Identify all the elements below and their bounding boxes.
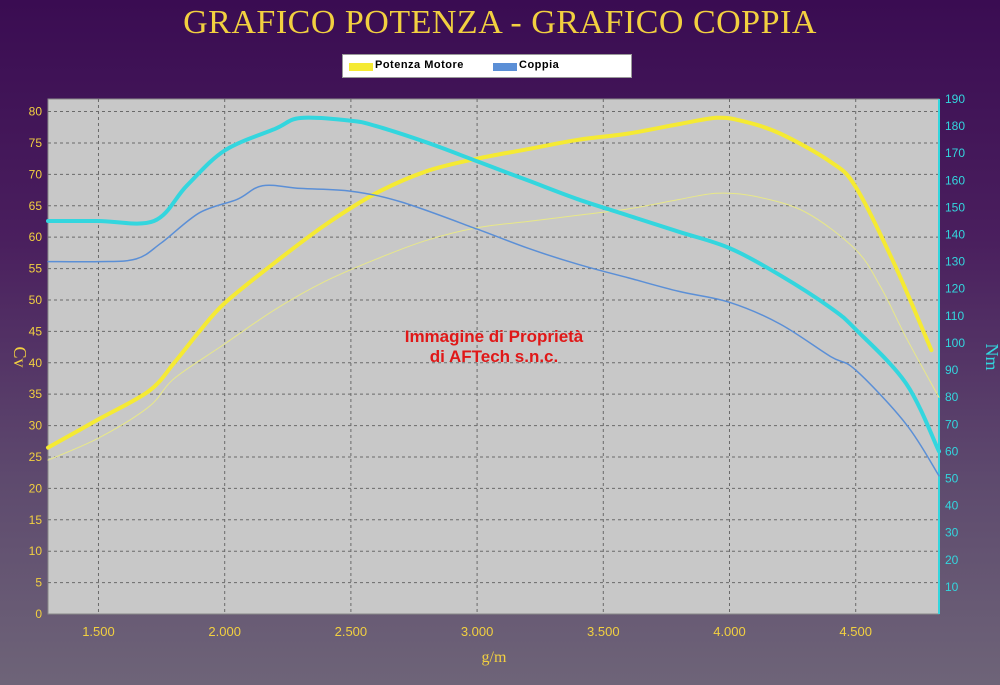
legend-label-potenza: Potenza Motore [375, 59, 464, 71]
y-right-tick-label: 180 [945, 119, 965, 133]
page-title: GRAFICO POTENZA - GRAFICO COPPIA [183, 4, 817, 41]
axes: 1.500 2.000 2.500 3.000 3.500 4.000 4.500 0 5 10 1… [29, 92, 966, 639]
y-left-tick-label: 60 [29, 230, 43, 244]
y-right-tick-label: 30 [945, 526, 959, 540]
legend-swatch-potenza [349, 63, 373, 71]
legend-label-coppia: Coppia [519, 59, 560, 71]
series-line-potenza-secondary [47, 192, 940, 461]
watermark-line-2: di AFTech s.n.c. [430, 347, 558, 366]
y-right-tick-label: 110 [945, 309, 964, 323]
y-left-tick-label: 65 [29, 199, 43, 213]
x-tick-label: 3.500 [587, 624, 620, 639]
grid [48, 99, 939, 614]
series-group [46, 115, 941, 477]
y-right-tick-label: 80 [945, 390, 959, 404]
y-left-tick-label: 20 [29, 481, 43, 495]
y-right-tick-label: 60 [945, 444, 959, 458]
y-right-tick-label: 70 [945, 417, 959, 431]
y-left-tick-label: 30 [29, 419, 43, 433]
y-right-tick-label: 20 [945, 553, 959, 567]
y-axis-left-label: Cv [10, 346, 30, 367]
series-line-coppia [47, 184, 940, 477]
y-left-tick-label: 80 [29, 105, 43, 119]
y-right-tick-label: 170 [945, 146, 965, 160]
y-right-tick-label: 100 [945, 336, 965, 350]
y-left-tick-label: 40 [29, 356, 43, 370]
y-left-tick-label: 45 [29, 324, 43, 338]
y-left-tick-label: 5 [35, 576, 42, 590]
y-right-tick-label: 90 [945, 363, 959, 377]
legend: Potenza Motore Coppia [342, 54, 632, 78]
series-line-coppia-cyan [46, 115, 941, 454]
y-left-tick-label: 10 [29, 544, 43, 558]
y-right-tick-label: 130 [945, 255, 965, 269]
y-right-tick-label: 120 [945, 282, 965, 296]
y-right-tick-label: 150 [945, 200, 965, 214]
x-axis-label: g/m [482, 649, 507, 666]
watermark-line-1: Immagine di Proprietà [405, 327, 584, 346]
x-tick-label: 2.000 [208, 624, 241, 639]
x-tick-label: 3.000 [461, 624, 494, 639]
y-axis-right-label: Nm [982, 344, 1000, 371]
x-tick-label: 1.500 [82, 624, 115, 639]
x-tick-label: 4.500 [839, 624, 872, 639]
series-line-potenza-motore [46, 115, 934, 450]
y-left-tick-label: 25 [29, 450, 43, 464]
y-right-tick-label: 190 [945, 92, 965, 106]
legend-swatch-coppia [493, 63, 517, 71]
y-right-tick-label: 50 [945, 471, 959, 485]
y-left-tick-label: 55 [29, 262, 43, 276]
y-left-tick-label: 35 [29, 387, 43, 401]
x-tick-label: 4.000 [713, 624, 746, 639]
y-left-tick-label: 15 [29, 513, 43, 527]
y-right-tick-label: 40 [945, 499, 959, 513]
y-left-tick-label: 70 [29, 167, 43, 181]
y-left-tick-label: 0 [35, 607, 42, 621]
y-right-tick-label: 160 [945, 173, 965, 187]
y-right-tick-label: 140 [945, 228, 965, 242]
y-left-tick-label: 75 [29, 136, 43, 150]
x-tick-label: 2.500 [335, 624, 368, 639]
y-left-tick-label: 50 [29, 293, 43, 307]
plot-area [47, 98, 940, 615]
y-right-tick-label: 10 [945, 580, 959, 594]
